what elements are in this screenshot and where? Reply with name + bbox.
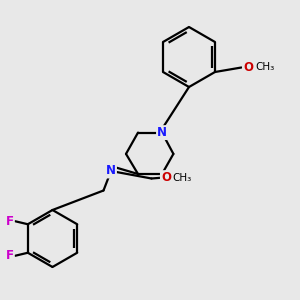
Text: F: F bbox=[6, 249, 14, 262]
Text: N: N bbox=[157, 126, 167, 139]
Text: CH₃: CH₃ bbox=[172, 172, 192, 183]
Text: O: O bbox=[161, 171, 171, 184]
Text: N: N bbox=[106, 164, 116, 178]
Text: F: F bbox=[6, 215, 14, 228]
Text: O: O bbox=[243, 61, 253, 74]
Text: CH₃: CH₃ bbox=[255, 62, 274, 73]
